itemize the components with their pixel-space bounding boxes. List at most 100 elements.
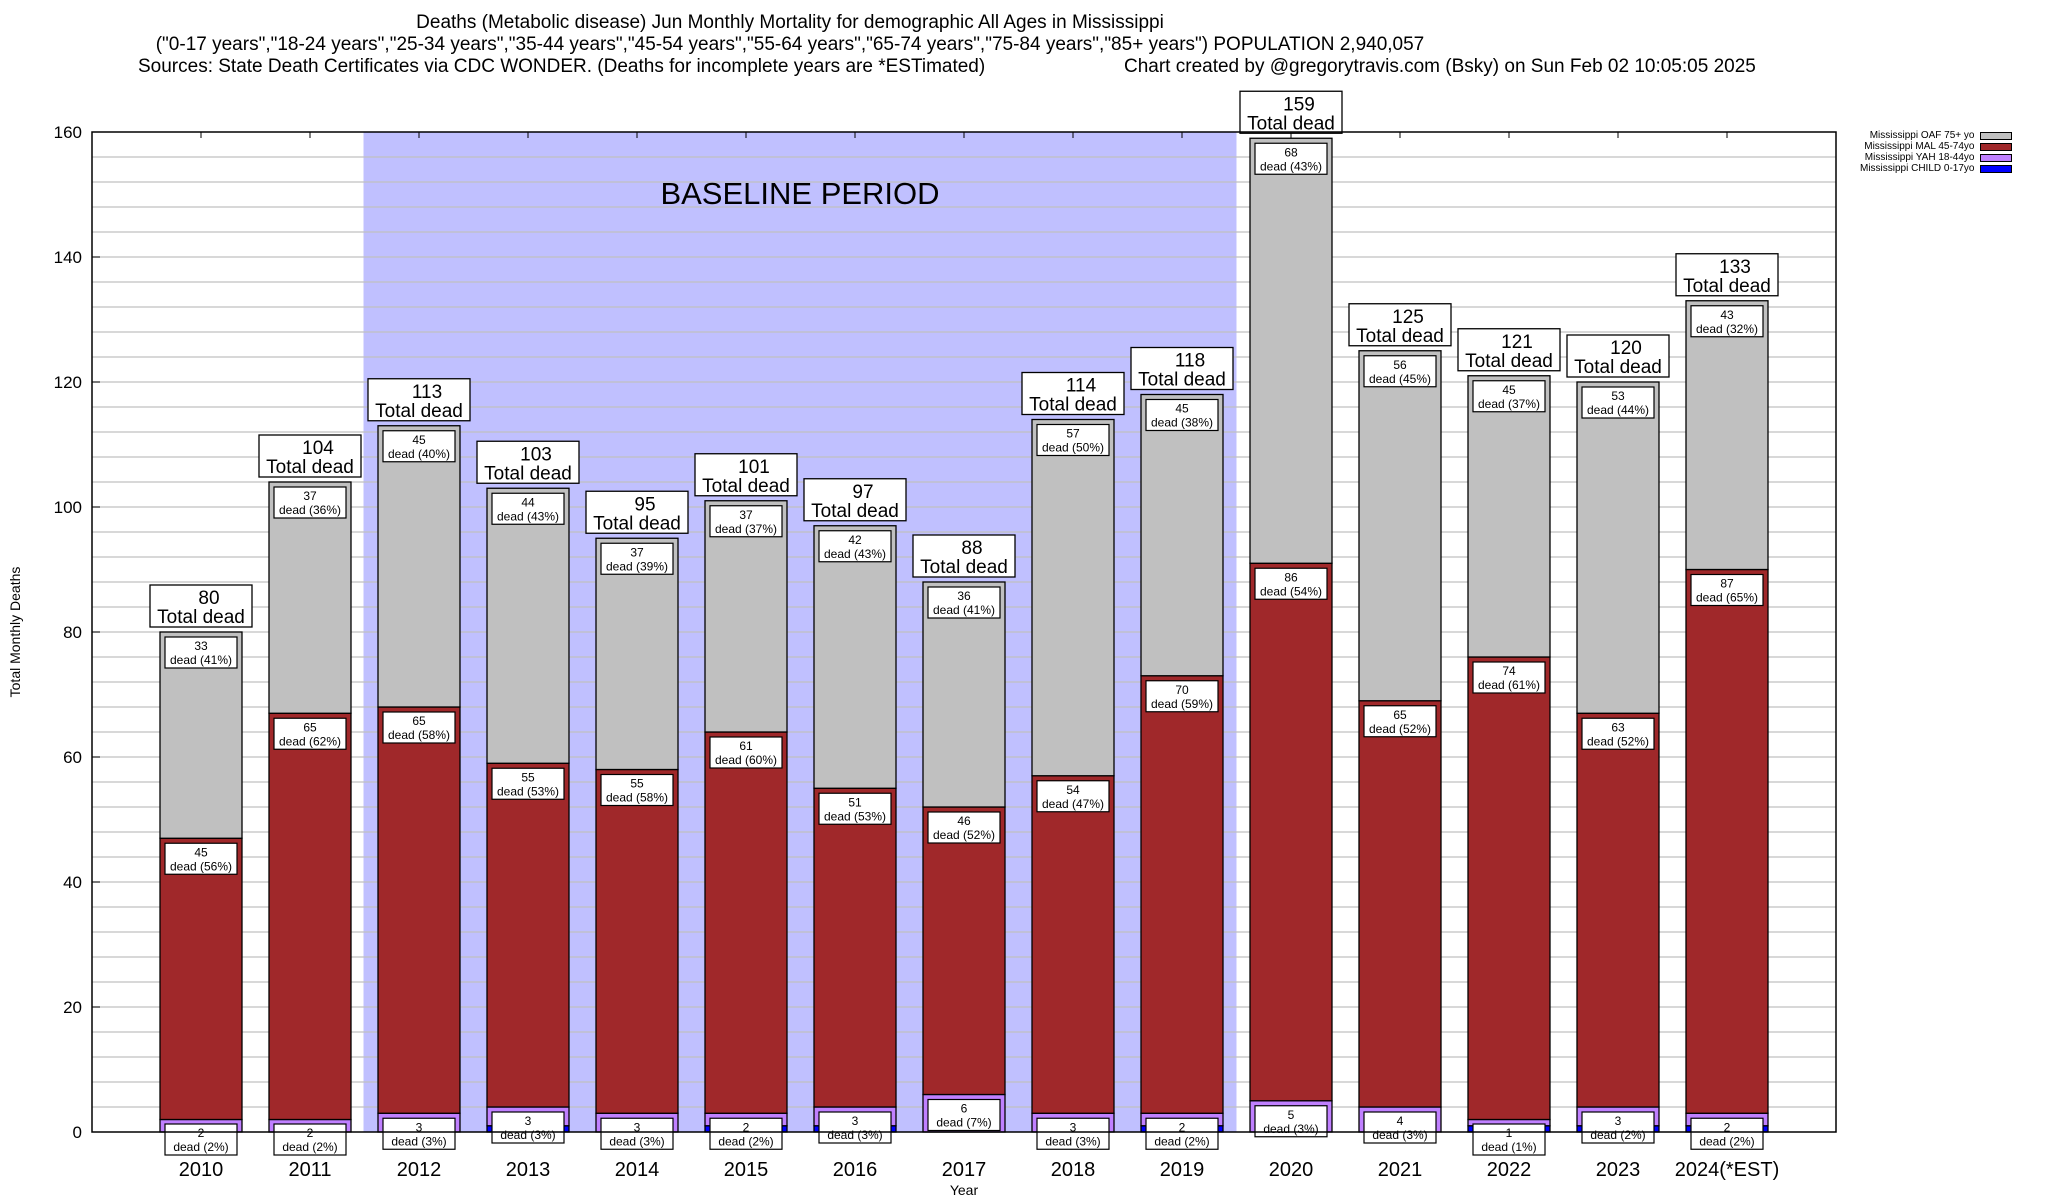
segment-label-box bbox=[491, 1111, 565, 1144]
chart-title: Deaths (Metabolic disease) Jun Monthly M… bbox=[416, 12, 1164, 33]
x-tick-label: 2016 bbox=[833, 1159, 878, 1181]
total-label-value: 104 bbox=[302, 438, 334, 459]
plot-frame bbox=[91, 131, 1837, 1133]
segment-label-box bbox=[709, 736, 783, 769]
segment-label-value: 51 bbox=[848, 795, 862, 809]
total-label-text: Total dead bbox=[1247, 113, 1335, 134]
segment-label-value: 70 bbox=[1175, 683, 1189, 697]
segment-label-box bbox=[1363, 1111, 1437, 1144]
segment-label-box bbox=[1036, 780, 1110, 813]
bar-segment bbox=[1576, 712, 1660, 1108]
x-axis-label: Year bbox=[950, 1182, 979, 1198]
y-tick-label: 40 bbox=[63, 873, 82, 892]
segment-label-box bbox=[382, 1117, 456, 1150]
segment-label-pct: dead (1%) bbox=[1481, 1140, 1536, 1154]
segment-label-box bbox=[1581, 1111, 1655, 1144]
bar-segment bbox=[813, 787, 897, 1108]
total-label-value: 114 bbox=[1066, 376, 1097, 397]
total-label-text: Total dead bbox=[920, 557, 1008, 578]
x-tick-label: 2022 bbox=[1487, 1159, 1532, 1181]
x-tick-label: 2017 bbox=[942, 1159, 987, 1181]
segment-label-pct: dead (54%) bbox=[1260, 584, 1322, 598]
total-label-text: Total dead bbox=[1683, 276, 1771, 297]
total-label-box bbox=[1130, 346, 1234, 391]
segment-label-value: 3 bbox=[416, 1120, 423, 1134]
segment-label-value: 2 bbox=[1179, 1120, 1186, 1134]
total-label-box bbox=[367, 378, 471, 422]
segment-label-value: 5 bbox=[1288, 1108, 1295, 1122]
credit-text: Chart created by @gregorytravis.com (Bsk… bbox=[1124, 56, 1756, 77]
segment-label-pct: dead (3%) bbox=[391, 1134, 446, 1148]
segment-label-pct: dead (3%) bbox=[827, 1128, 882, 1142]
segment-label-pct: dead (32%) bbox=[1696, 322, 1758, 336]
segment-label-pct: dead (58%) bbox=[388, 728, 450, 742]
segment-label-box bbox=[927, 811, 1001, 844]
x-tick-label: 2013 bbox=[506, 1159, 551, 1181]
total-label-box bbox=[803, 478, 907, 522]
x-tick-label: 2010 bbox=[179, 1159, 224, 1181]
segment-label-pct: dead (45%) bbox=[1369, 372, 1431, 386]
bar-segment bbox=[377, 706, 461, 1114]
segment-label-box bbox=[818, 530, 892, 563]
segment-label-value: 68 bbox=[1284, 145, 1298, 159]
segment-label-box bbox=[491, 767, 565, 800]
y-tick-label: 0 bbox=[73, 1123, 82, 1142]
x-tick-label: 2014 bbox=[615, 1159, 660, 1181]
total-label-value: 120 bbox=[1610, 338, 1642, 359]
bar-segment bbox=[1358, 700, 1442, 1108]
bar-segment bbox=[1031, 775, 1115, 1114]
segment-label-box bbox=[164, 1123, 238, 1156]
bar-segment bbox=[377, 425, 461, 708]
segment-label-pct: dead (37%) bbox=[715, 522, 777, 536]
bar-segment bbox=[1031, 418, 1115, 777]
segment-label-pct: dead (52%) bbox=[1369, 722, 1431, 736]
total-label-text: Total dead bbox=[375, 401, 463, 422]
bar-segment bbox=[595, 768, 679, 1114]
total-label-value: 103 bbox=[520, 444, 552, 465]
segment-label-value: 37 bbox=[739, 508, 753, 522]
total-label-value: 97 bbox=[852, 482, 873, 503]
x-tick-label: 2020 bbox=[1269, 1159, 1314, 1181]
segment-label-value: 43 bbox=[1720, 308, 1734, 322]
segment-label-box bbox=[491, 492, 565, 525]
bar-segment bbox=[704, 500, 788, 733]
segment-label-box bbox=[600, 773, 674, 807]
total-label-box bbox=[258, 434, 362, 478]
y-tick-label: 140 bbox=[54, 248, 82, 267]
segment-label-box bbox=[1472, 1123, 1546, 1156]
total-label-text: Total dead bbox=[157, 607, 245, 628]
total-label-text: Total dead bbox=[1574, 357, 1662, 378]
segment-label-value: 53 bbox=[1611, 389, 1625, 403]
chart-subtitle: ("0-17 years","18-24 years","25-34 years… bbox=[155, 34, 1425, 55]
segment-label-box bbox=[273, 486, 347, 519]
total-label-value: 88 bbox=[961, 538, 982, 559]
segment-label-box bbox=[1581, 386, 1655, 419]
segment-label-pct: dead (61%) bbox=[1478, 678, 1540, 692]
segment-label-value: 45 bbox=[194, 845, 208, 859]
total-label-box bbox=[1566, 334, 1670, 378]
segment-label-value: 45 bbox=[1175, 402, 1189, 416]
total-label-text: Total dead bbox=[702, 476, 790, 497]
total-label-value: 121 bbox=[1501, 332, 1533, 353]
segment-label-pct: dead (41%) bbox=[170, 653, 232, 667]
total-label-text: Total dead bbox=[1465, 351, 1553, 372]
total-label-text: Total dead bbox=[484, 463, 572, 484]
bar-segment bbox=[486, 762, 570, 1108]
segment-label-value: 3 bbox=[1615, 1114, 1622, 1128]
legend-label: Mississippi MAL 45-74yo bbox=[1864, 141, 1975, 152]
segment-label-pct: dead (52%) bbox=[933, 828, 995, 842]
bar-segment bbox=[595, 537, 679, 771]
segment-label-box bbox=[818, 792, 892, 825]
legend-item: Mississippi CHILD 0-17yo bbox=[1860, 163, 2013, 174]
segment-label-value: 46 bbox=[957, 814, 971, 828]
segment-label-value: 2 bbox=[307, 1126, 314, 1140]
segment-label-value: 56 bbox=[1393, 358, 1407, 372]
segment-label-value: 44 bbox=[521, 495, 535, 509]
y-tick-label: 160 bbox=[54, 123, 82, 142]
total-label-box bbox=[694, 453, 798, 497]
segment-label-pct: dead (41%) bbox=[933, 603, 995, 617]
segment-label-value: 1 bbox=[1506, 1126, 1513, 1140]
total-label-text: Total dead bbox=[266, 457, 354, 478]
bar-segment bbox=[1140, 675, 1224, 1114]
segment-label-pct: dead (58%) bbox=[606, 791, 668, 805]
